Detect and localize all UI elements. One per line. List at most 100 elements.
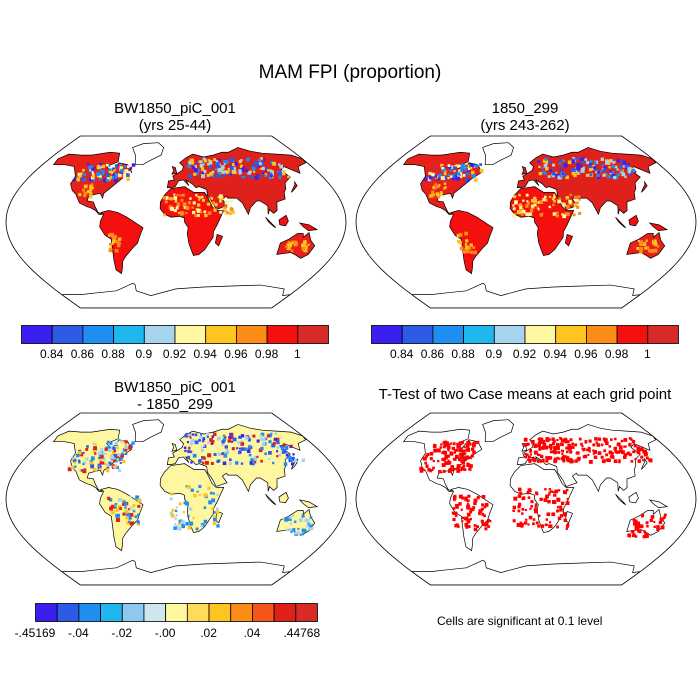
grid-cell [132, 521, 135, 524]
grid-cell [447, 443, 450, 447]
grid-cell [662, 516, 666, 520]
grid-cell [129, 506, 133, 510]
grid-cell [552, 439, 556, 443]
grid-cell [278, 453, 282, 457]
grid-cell [112, 240, 115, 243]
grid-cell [484, 503, 489, 507]
grid-cell [289, 445, 292, 449]
grid-cell [293, 520, 297, 524]
grid-cell [549, 450, 553, 454]
grid-cell [528, 515, 533, 520]
grid-cell [164, 200, 168, 204]
grid-cell [642, 535, 646, 539]
grid-cell [134, 515, 138, 519]
landmass-new-guinea [298, 499, 319, 508]
grid-cell [260, 459, 263, 463]
grid-cell [566, 450, 569, 454]
grid-cell [430, 178, 433, 181]
grid-cell [460, 175, 463, 179]
grid-cell [600, 157, 604, 161]
grid-cell [463, 446, 466, 449]
map-border [355, 135, 697, 309]
grid-cell [576, 171, 580, 175]
grid-cell [280, 446, 285, 450]
grid-cell [548, 488, 551, 491]
grid-cell [88, 194, 93, 199]
grid-cell [91, 171, 94, 174]
grid-cell [438, 173, 442, 178]
grid-cell [456, 469, 461, 473]
grid-cell [560, 443, 564, 447]
grid-cell [463, 459, 466, 462]
grid-cell [206, 162, 210, 166]
grid-cell [237, 441, 241, 445]
grid-cell [616, 172, 621, 177]
grid-cell [301, 514, 305, 518]
grid-cell [551, 173, 555, 178]
grid-cell [201, 174, 206, 179]
grid-cell [425, 464, 429, 468]
grid-cell [537, 208, 540, 211]
grid-cell [461, 449, 466, 454]
grid-cell [440, 176, 445, 181]
grid-cell [454, 523, 458, 528]
grid-cell [634, 457, 637, 461]
grid-cell [169, 511, 174, 515]
grid-cell [646, 246, 650, 250]
map-panel-ttest [355, 412, 697, 586]
grid-cell [622, 160, 627, 165]
grid-cell [552, 172, 556, 176]
grid-cell [250, 458, 255, 462]
grid-cell [431, 172, 435, 177]
grid-cell [625, 166, 629, 170]
colorbar-tick-label: 0.86 [420, 347, 445, 361]
grid-cell [572, 213, 576, 217]
grid-cell [586, 161, 590, 165]
grid-cell [441, 457, 445, 462]
grid-cell [459, 468, 462, 472]
grid-cell [580, 442, 583, 446]
landmass-borneo [628, 491, 639, 504]
grid-cell [513, 212, 517, 216]
grid-cell [467, 245, 472, 250]
grid-cell [576, 166, 580, 171]
grid-cell [292, 514, 295, 517]
grid-cell [264, 437, 268, 441]
landmass-japan [641, 180, 648, 193]
grid-cell [466, 442, 470, 446]
grid-cell [298, 518, 303, 523]
grid-cell [557, 450, 561, 454]
grid-cell [183, 501, 187, 505]
grid-cell [453, 175, 458, 180]
grid-cell [108, 498, 113, 502]
grid-cell [78, 193, 82, 197]
grid-cell [125, 516, 128, 520]
grid-cell [548, 205, 551, 209]
grid-cell [467, 494, 471, 498]
grid-cell [193, 168, 198, 173]
grid-cell [465, 174, 469, 178]
grid-cell [115, 166, 119, 169]
colorbar-tick-label: 0.86 [70, 347, 95, 361]
grid-cell [556, 211, 559, 214]
grid-cell [489, 520, 492, 523]
grid-cell [559, 174, 563, 178]
grid-cell [608, 450, 613, 455]
grid-cell [600, 443, 604, 447]
grid-cell [518, 487, 522, 492]
grid-cell [260, 432, 265, 437]
grid-cell [202, 157, 206, 161]
grid-cell [533, 450, 538, 455]
grid-cell [632, 450, 635, 453]
grid-cell [200, 446, 203, 449]
grid-cell [114, 164, 118, 167]
grid-cell [544, 198, 548, 202]
grid-cell [246, 449, 251, 453]
grid-cell [591, 168, 594, 171]
grid-cell [580, 168, 585, 173]
grid-cell [539, 460, 543, 463]
landmass-greenland [132, 419, 165, 443]
grid-cell [98, 168, 102, 171]
grid-cell [201, 171, 204, 174]
grid-cell [455, 505, 459, 509]
